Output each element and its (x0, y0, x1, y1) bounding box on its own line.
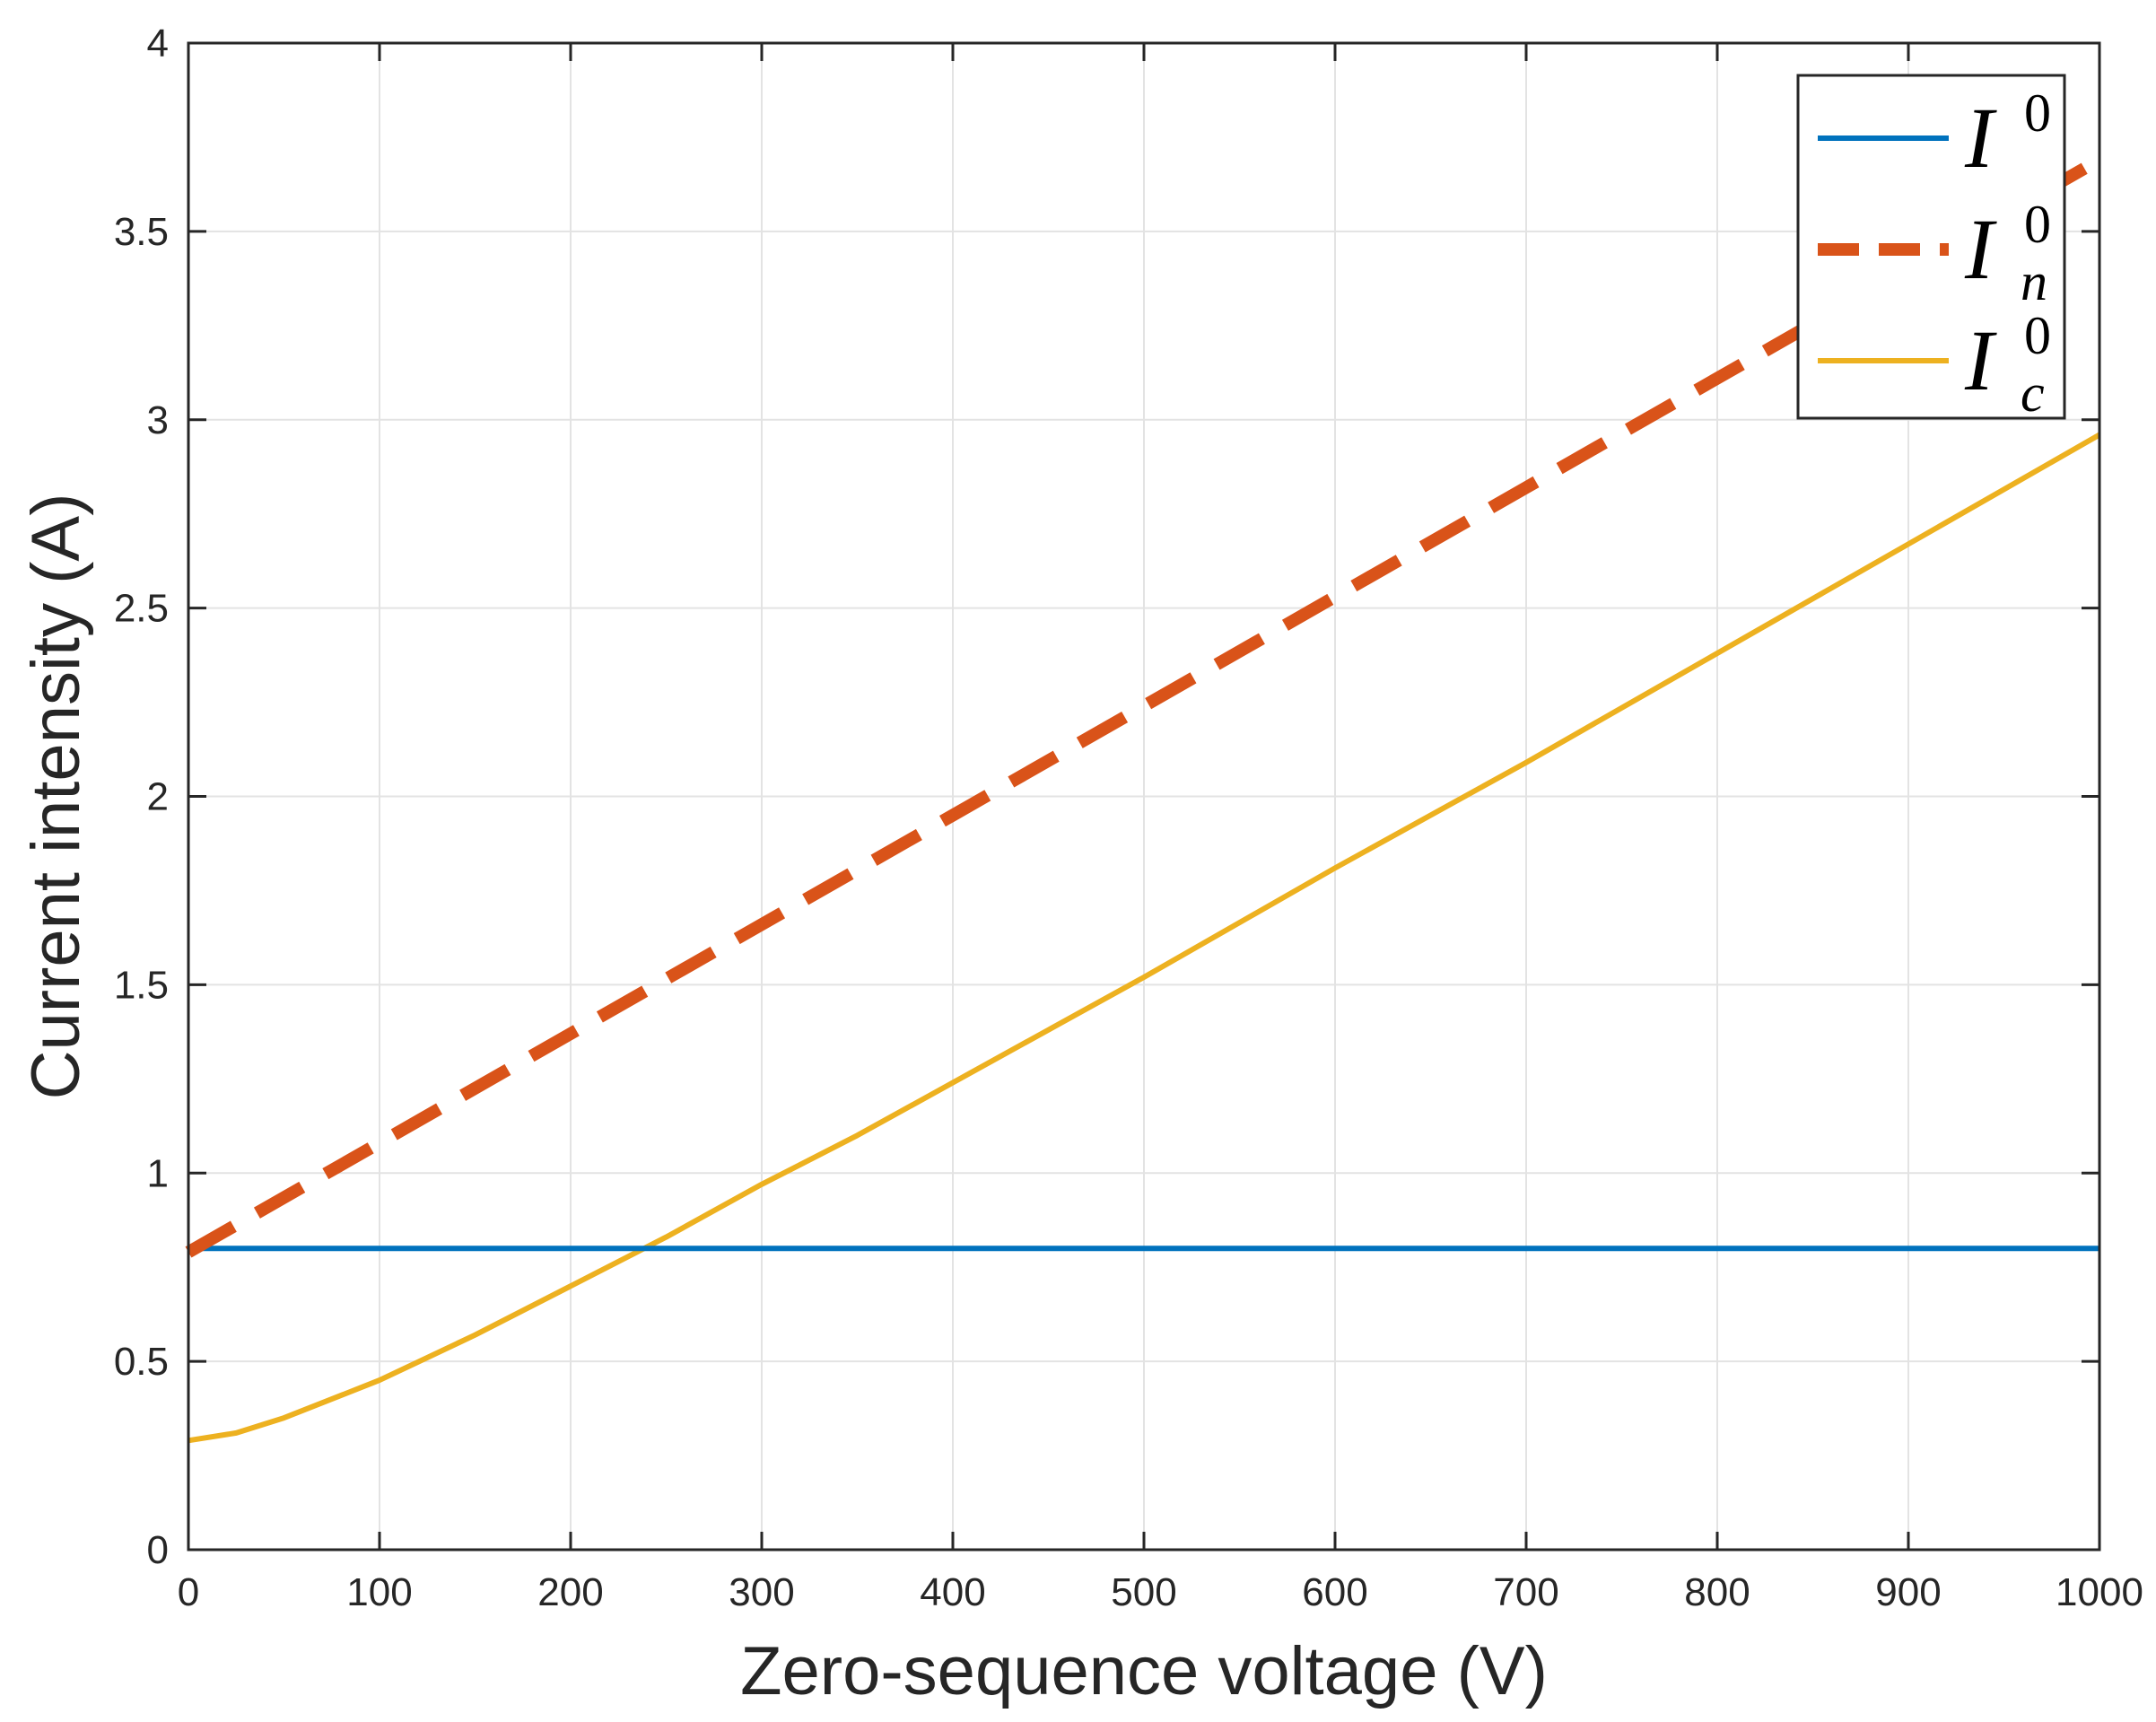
axis-ticks (187, 41, 2101, 1552)
y-axis-label: Current intensity (A) (18, 494, 94, 1100)
x-tick-label: 600 (1302, 1570, 1367, 1614)
y-tick-label: 0.5 (114, 1340, 169, 1384)
y-tick-label: 1.5 (114, 963, 169, 1007)
x-tick-labels: 0 100 200 300 400 500 600 700 800 900 1000 (178, 1570, 2143, 1614)
legend-label-3: I (1964, 312, 1997, 408)
y-tick-labels: 0 0.5 1 1.5 2 2.5 3 3.5 4 (114, 22, 169, 1572)
x-tick-label: 400 (920, 1570, 985, 1614)
x-tick-label: 0 (178, 1570, 199, 1614)
x-tick-label: 300 (729, 1570, 794, 1614)
x-tick-label: 100 (346, 1570, 412, 1614)
x-tick-label: 200 (537, 1570, 603, 1614)
legend-subscript-3: c (2021, 363, 2045, 423)
series-layer (185, 154, 2103, 1444)
y-tick-label: 3.5 (114, 210, 169, 254)
legend-superscript-1: 0 (2024, 83, 2051, 143)
y-tick-label: 4 (147, 22, 169, 66)
x-tick-label: 500 (1111, 1570, 1176, 1614)
series-line-3 (188, 432, 2101, 1444)
legend-superscript-3: 0 (2024, 306, 2051, 365)
series-line-2 (185, 154, 2103, 1258)
x-tick-label: 800 (1684, 1570, 1750, 1614)
legend-label-2: I (1964, 201, 1997, 297)
x-tick-label: 700 (1493, 1570, 1558, 1614)
x-tick-label: 1000 (2056, 1570, 2143, 1614)
legend-label-1: I (1964, 90, 1997, 186)
legend: I 0I 0nI 0c (1796, 74, 2066, 423)
y-tick-label: 2 (147, 775, 169, 819)
legend-superscript-2: 0 (2024, 195, 2051, 254)
x-axis-label: Zero-sequence voltage (V) (740, 1633, 1548, 1709)
x-tick-label: 900 (1875, 1570, 1941, 1614)
y-tick-label: 0 (147, 1528, 169, 1572)
legend-subscript-2: n (2021, 252, 2047, 311)
y-tick-label: 2.5 (114, 587, 169, 631)
y-tick-label: 1 (147, 1151, 169, 1195)
y-tick-label: 3 (147, 398, 169, 442)
